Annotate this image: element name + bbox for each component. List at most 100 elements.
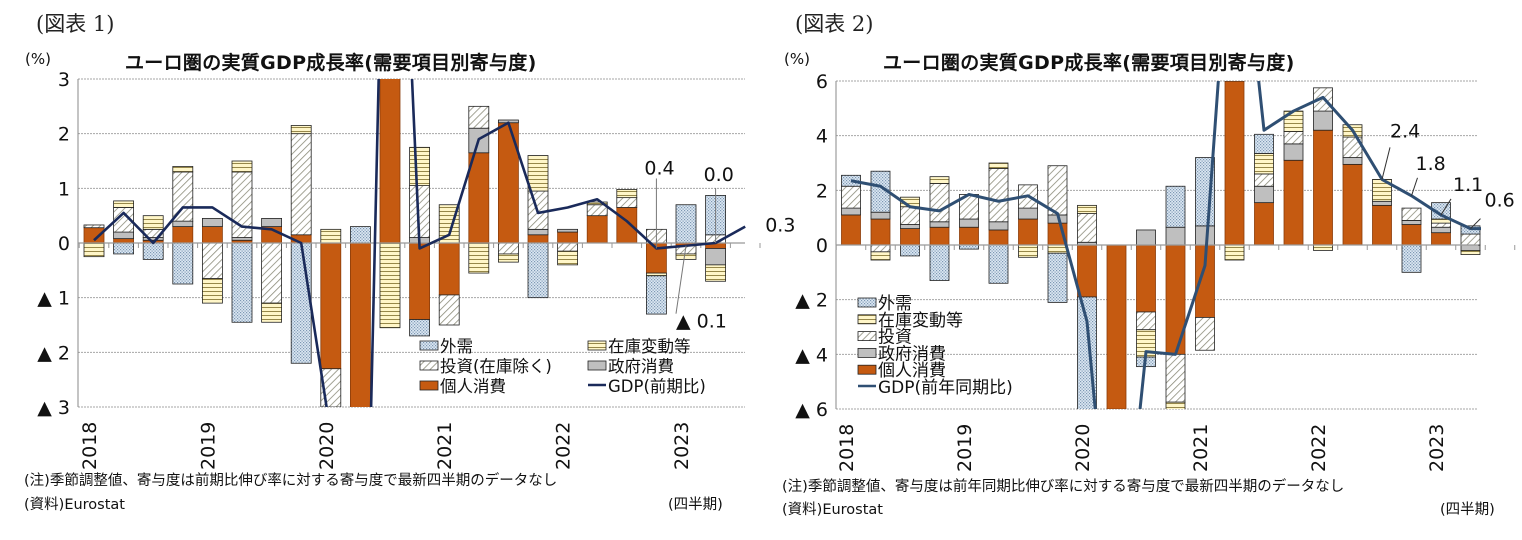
figure-1-title: ユーロ圏の実質GDP成長率(需要項目別寄与度) xyxy=(125,52,537,74)
bar-private-consumption xyxy=(409,242,431,320)
bar-government xyxy=(900,224,920,229)
bar-private-consumption xyxy=(379,79,401,244)
legend-label: GDP(前期比) xyxy=(608,377,706,396)
bar-government xyxy=(705,248,726,266)
bar-investment xyxy=(1224,81,1245,82)
bar-external xyxy=(929,244,950,281)
bar-government xyxy=(1136,229,1156,246)
legend-swatch-inventory xyxy=(587,340,607,351)
bar-inventory xyxy=(172,166,194,173)
bar-external xyxy=(959,244,979,250)
x-year-label: 2020 xyxy=(316,422,338,470)
bar-private-consumption xyxy=(320,242,342,370)
bar-government xyxy=(1372,200,1392,206)
bar-government xyxy=(1313,110,1333,131)
bar-external xyxy=(646,275,667,315)
figure-2-source: (資料)Eurostat xyxy=(782,502,883,518)
bar-inventory xyxy=(616,189,638,199)
bar-investment xyxy=(201,242,223,279)
bar-investment xyxy=(616,197,638,208)
figure-2-label: (図表 2) xyxy=(795,12,874,36)
bar-investment xyxy=(988,168,1009,223)
bar-investment xyxy=(1077,213,1097,243)
y-tick-label: 4 xyxy=(816,126,828,148)
gdp-line xyxy=(93,79,746,407)
y-tick-label: ▲ 4 xyxy=(795,344,828,366)
bar-inventory xyxy=(231,160,253,173)
legend-label: 政府消費 xyxy=(608,357,674,376)
bar-external xyxy=(675,204,697,244)
bar-investment xyxy=(557,242,578,252)
bar-government xyxy=(201,217,223,227)
x-year-label: 2022 xyxy=(553,422,575,470)
bar-investment xyxy=(1136,311,1156,331)
legend-item: GDP(前期比) xyxy=(588,377,706,396)
legend-item: 在庫変動等 xyxy=(587,337,691,356)
bar-investment xyxy=(586,204,608,217)
bar-external xyxy=(1047,252,1068,303)
bar-investment xyxy=(261,242,283,304)
annotation-label: 1.8 xyxy=(1416,153,1446,175)
bar-external xyxy=(527,242,549,299)
legend-swatch-government xyxy=(857,347,877,358)
bar-private-consumption xyxy=(1018,218,1038,246)
bar-government xyxy=(142,237,164,241)
bar-private-consumption xyxy=(870,218,891,246)
bar-investment xyxy=(83,224,105,229)
legend-swatch-private-consumption xyxy=(857,364,877,375)
gdp-line xyxy=(850,81,1481,409)
bar-government xyxy=(557,228,578,233)
bar-investment xyxy=(1431,222,1451,228)
gdp-line-group xyxy=(850,81,1481,409)
annotation-label: 0.6 xyxy=(1485,190,1515,212)
legend-label: 個人消費 xyxy=(878,361,946,381)
figure-1-note: (注)季節調整値、寄与度は前期比伸び率に対する寄与度で最新四半期のデータなし xyxy=(24,473,558,489)
annotation-label: ▲ 0.1 xyxy=(676,311,727,333)
bar-external xyxy=(1254,133,1274,154)
bar-investment xyxy=(1047,165,1068,216)
legend-item: 外需 xyxy=(419,337,473,356)
annotation-label: 0.4 xyxy=(644,157,674,179)
legend-label: 外需 xyxy=(878,294,912,314)
annotation-leader xyxy=(675,245,687,314)
bar-government xyxy=(870,211,891,220)
legend-label: 在庫変動等 xyxy=(878,311,963,331)
bar-private-consumption xyxy=(113,238,134,244)
legend-label: 個人消費 xyxy=(440,377,506,396)
bar-investment xyxy=(1165,353,1186,403)
figure-1-unit: (%) xyxy=(25,50,51,68)
bar-external xyxy=(113,242,134,255)
bar-external xyxy=(1401,244,1422,273)
x-year-label: 2021 xyxy=(1190,424,1212,472)
bar-private-consumption xyxy=(988,229,1009,246)
annotation-label: 0.3 xyxy=(765,215,795,237)
bar-inventory xyxy=(497,253,519,263)
x-year-label: 2019 xyxy=(197,422,219,470)
y-tick-label: 0 xyxy=(816,235,828,257)
bar-investment xyxy=(1283,131,1304,145)
bar-external xyxy=(290,242,312,364)
figure-2-note: (注)季節調整値、寄与度は前年同期比伸び率に対する寄与度で最新四半期のデータなし xyxy=(782,479,1345,495)
bar-private-consumption xyxy=(1077,244,1097,298)
bar-inventory xyxy=(290,125,312,135)
bar-inventory xyxy=(261,302,283,323)
gdp-line-group xyxy=(93,79,746,407)
bar-private-consumption xyxy=(527,234,549,244)
bar-inventory xyxy=(1165,401,1186,409)
annotation-leader xyxy=(1381,147,1391,180)
bar-investment xyxy=(1401,207,1422,221)
legend-swatch-investment xyxy=(419,360,439,371)
bar-external xyxy=(349,226,371,244)
bar-government xyxy=(113,231,134,240)
bar-external xyxy=(1165,185,1186,228)
bar-private-consumption xyxy=(468,152,490,244)
bar-investment xyxy=(290,133,312,236)
legend-label: 政府消費 xyxy=(878,344,946,364)
x-year-label: 2021 xyxy=(434,422,456,470)
legend-swatch-government xyxy=(587,360,607,371)
bar-inventory xyxy=(557,250,578,266)
legend-swatch-external xyxy=(857,297,877,308)
bar-investment xyxy=(900,206,920,225)
legend-swatch-inventory xyxy=(857,314,877,325)
